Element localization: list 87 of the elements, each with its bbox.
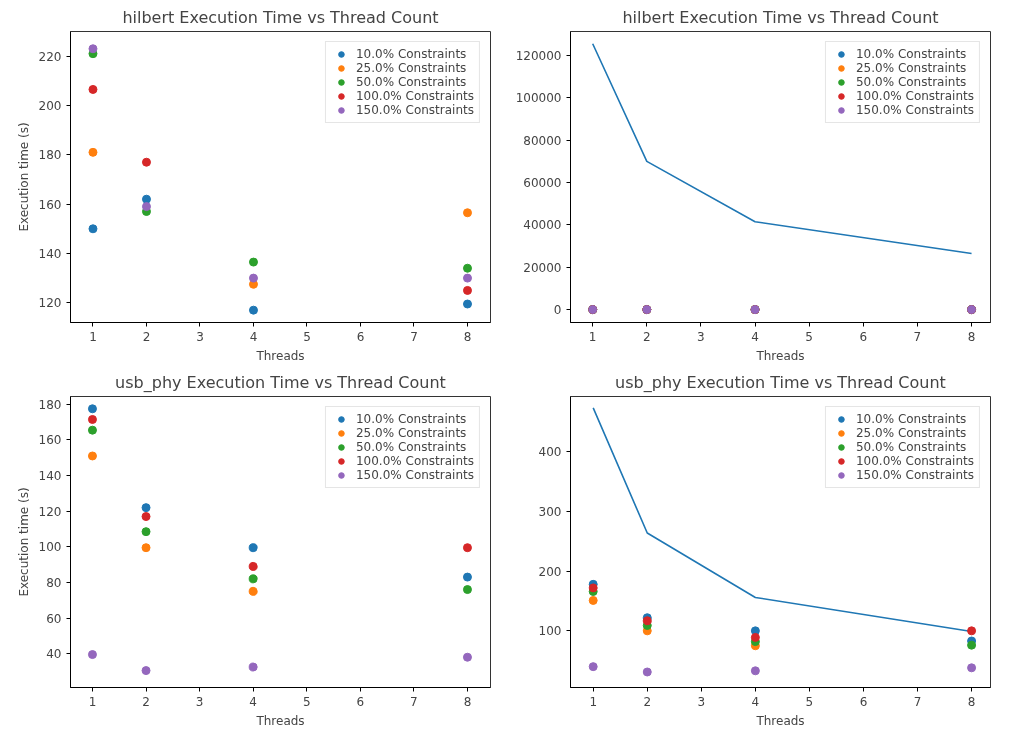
y-tick-label: 60000 <box>523 176 562 191</box>
legend-label: 25.0% Constraints <box>855 61 967 75</box>
y-tick-label: 140 <box>38 469 62 484</box>
x-tick-label: 6 <box>356 694 365 709</box>
x-tick-label: 2 <box>643 329 651 344</box>
legend-label: 150.0% Constraints <box>355 103 474 117</box>
x-tick-label: 5 <box>303 329 311 344</box>
x-tick-label: 6 <box>859 694 868 709</box>
legend-label: 150.0% Constraints <box>855 103 974 117</box>
legend-label: 25.0% Constraints <box>355 61 467 75</box>
x-tick-label: 8 <box>967 694 976 709</box>
y-tick-label: 200 <box>538 564 562 579</box>
y-tick-label: 180 <box>38 397 62 412</box>
x-tick-label: 1 <box>588 329 597 344</box>
y-tick-label: 40000 <box>523 218 562 233</box>
y-tick-label: 220 <box>38 49 62 64</box>
legend-label: 100.0% Constraints <box>855 89 974 103</box>
x-tick-label: 4 <box>751 694 760 709</box>
x-tick-label: 8 <box>463 694 472 709</box>
x-tick-label: 4 <box>751 329 759 344</box>
y-tick-label: 100000 <box>515 91 562 106</box>
x-tick-label: 4 <box>249 694 257 709</box>
x-tick-label: 8 <box>463 329 472 344</box>
y-tick-label: 200 <box>38 98 62 113</box>
x-tick-label: 1 <box>589 694 598 709</box>
x-axis-title: Threads <box>755 348 805 363</box>
chart-title: usb_phy Execution Time vs Thread Count <box>115 372 446 393</box>
y-tick-label: 120 <box>38 296 62 311</box>
y-axis-title: Execution time (s) <box>16 122 31 232</box>
legend-label: 100.0% Constraints <box>355 454 474 468</box>
x-tick-label: 3 <box>697 329 705 344</box>
x-tick-label: 6 <box>859 329 868 344</box>
y-tick-label: 80 <box>46 575 62 590</box>
y-tick-label: 120 <box>38 504 62 519</box>
x-tick-label: 7 <box>913 329 922 344</box>
legend-label: 25.0% Constraints <box>855 426 967 440</box>
legend-label: 100.0% Constraints <box>355 89 474 103</box>
x-tick-label: 5 <box>302 694 311 709</box>
legend-label: 50.0% Constraints <box>355 75 467 89</box>
x-tick-label: 7 <box>410 329 418 344</box>
x-axis-title: Threads <box>255 348 305 363</box>
x-tick-label: 8 <box>967 329 976 344</box>
x-tick-label: 3 <box>196 329 204 344</box>
chart-title: hilbert Execution Time vs Thread Count <box>622 7 939 27</box>
x-tick-label: 1 <box>88 694 97 709</box>
chart-title: hilbert Execution Time vs Thread Count <box>122 7 439 27</box>
x-tick-label: 1 <box>89 329 97 344</box>
legend-label: 10.0% Constraints <box>855 47 967 61</box>
y-tick-label: 160 <box>38 433 62 448</box>
x-tick-label: 7 <box>410 694 418 709</box>
x-tick-label: 3 <box>195 694 204 709</box>
x-axis-title: Threads <box>755 713 805 728</box>
legend-label: 50.0% Constraints <box>355 440 467 454</box>
y-axis-title: Execution time (s) <box>16 487 31 597</box>
y-tick-label: 60 <box>46 611 62 626</box>
y-tick-label: 180 <box>38 148 62 163</box>
y-tick-label: 120000 <box>515 48 562 63</box>
y-tick-label: 20000 <box>523 260 562 275</box>
x-axis-title: Threads <box>255 713 305 728</box>
y-tick-label: 300 <box>538 505 562 520</box>
legend-label: 150.0% Constraints <box>355 468 474 482</box>
x-tick-label: 2 <box>643 694 652 709</box>
legend-label: 10.0% Constraints <box>855 412 967 426</box>
x-tick-label: 5 <box>805 329 814 344</box>
x-tick-label: 7 <box>913 694 922 709</box>
y-tick-label: 100 <box>538 624 562 639</box>
x-tick-label: 2 <box>142 694 150 709</box>
y-tick-label: 0 <box>553 303 562 318</box>
y-tick-label: 100 <box>38 540 62 555</box>
legend-label: 50.0% Constraints <box>855 75 967 89</box>
y-tick-label: 140 <box>38 246 62 261</box>
y-tick-label: 40 <box>46 647 62 662</box>
legend-label: 10.0% Constraints <box>355 412 467 426</box>
legend-label: 150.0% Constraints <box>855 468 974 482</box>
x-tick-label: 3 <box>697 694 706 709</box>
chart-title: usb_phy Execution Time vs Thread Count <box>615 372 946 393</box>
legend-label: 10.0% Constraints <box>355 47 467 61</box>
legend-label: 25.0% Constraints <box>355 426 467 440</box>
x-tick-label: 6 <box>356 329 365 344</box>
legend-label: 100.0% Constraints <box>855 454 974 468</box>
x-tick-label: 4 <box>249 329 258 344</box>
y-tick-label: 160 <box>38 197 62 212</box>
y-tick-label: 80000 <box>523 133 562 148</box>
y-tick-label: 400 <box>538 445 562 460</box>
legend-label: 50.0% Constraints <box>855 440 967 454</box>
x-tick-label: 5 <box>805 694 814 709</box>
x-tick-label: 2 <box>142 329 151 344</box>
